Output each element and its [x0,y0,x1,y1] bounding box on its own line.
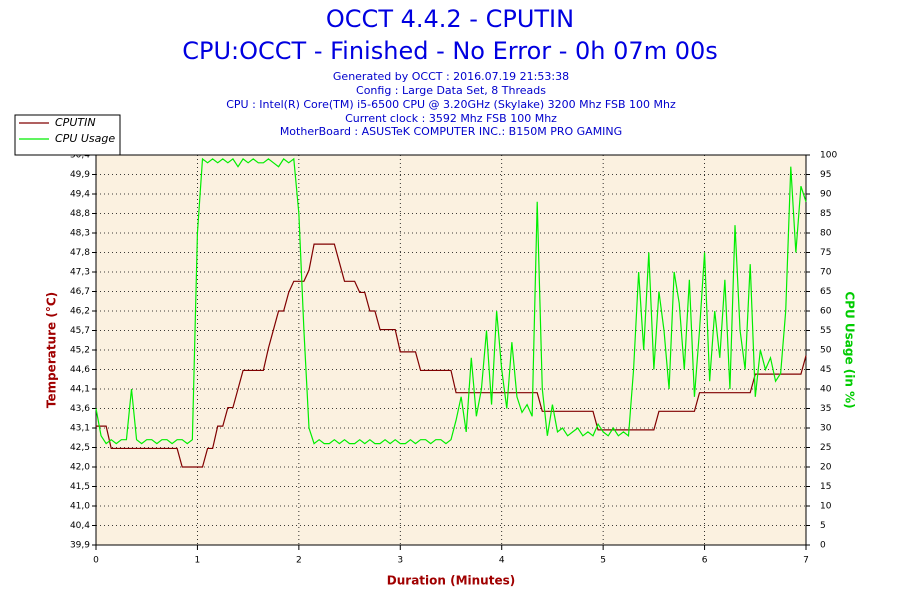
info-line: CPU : Intel(R) Core(TM) i5-6500 CPU @ 3.… [226,98,676,111]
y-tick-label: 40,4 [70,521,90,531]
info-line: Generated by OCCT : 2016.07.19 21:53:38 [333,70,569,83]
x-tick-label: 2 [296,556,302,566]
y-tick-label: 46,2 [70,307,90,317]
y2-tick-label: 0 [820,541,826,551]
y2-tick-label: 85 [820,209,831,219]
y2-tick-label: 70 [820,268,832,278]
y2-tick-label: 30 [820,424,832,434]
y2-tick-label: 45 [820,365,831,375]
y-tick-label: 47,8 [70,248,90,258]
series-line [96,243,807,468]
y-tick-label: 45,2 [70,346,90,356]
y-tick-label: 49,4 [70,190,90,200]
y2-tick-label: 100 [820,151,837,161]
x-tick-label: 6 [702,556,708,566]
y-tick-label: 45,7 [70,326,90,336]
info-line: Current clock : 3592 Mhz FSB 100 Mhz [345,112,557,125]
y2-tick-label: 50 [820,346,832,356]
y-tick-label: 44,1 [70,385,90,395]
y-tick-label: 42,0 [70,463,90,473]
y2-tick-label: 15 [820,482,831,492]
info-line: Config : Large Data Set, 8 Threads [356,84,546,97]
y-axis-label: Temperature (°C) [45,292,59,408]
y-tick-label: 43,1 [70,424,90,434]
x-tick-label: 0 [93,556,99,566]
x-tick-label: 7 [803,556,809,566]
y2-tick-label: 20 [820,463,832,473]
y-tick-label: 49,9 [70,170,90,180]
y-tick-label: 42,5 [70,443,90,453]
plot-area [96,155,806,545]
y-tick-label: 48,3 [70,229,90,239]
y2-tick-label: 40 [820,385,832,395]
y-tick-label: 46,7 [70,287,90,297]
y2-tick-label: 60 [820,307,832,317]
info-line: MotherBoard : ASUSTeK COMPUTER INC.: B15… [280,125,622,138]
y-tick-label: 47,3 [70,268,90,278]
y-tick-label: 41,5 [70,482,90,492]
legend-label: CPUTIN [55,116,96,129]
y2-tick-label: 80 [820,229,832,239]
x-tick-label: 1 [195,556,201,566]
y2-tick-label: 90 [820,190,832,200]
y2-tick-label: 25 [820,443,831,453]
y2-tick-label: 95 [820,170,831,180]
chart-title: OCCT 4.4.2 - CPUTIN [326,5,574,33]
x-tick-label: 5 [600,556,606,566]
y-tick-label: 39,9 [70,541,90,551]
y-tick-label: 43,6 [70,404,90,414]
x-tick-label: 4 [499,556,505,566]
y2-tick-label: 5 [820,521,826,531]
x-tick-label: 3 [397,556,403,566]
plot-border [95,154,807,546]
y2-tick-label: 75 [820,248,831,258]
y2-axis-label: CPU Usage (in %) [843,291,857,408]
y-tick-label: 48,8 [70,209,90,219]
y2-tick-label: 10 [820,502,832,512]
series-line [95,157,807,445]
legend-label: CPU Usage [55,132,115,145]
y-tick-label: 41,0 [70,502,90,512]
x-axis-label: Duration (Minutes) [387,574,515,588]
y2-tick-label: 55 [820,326,831,336]
chart-subtitle: CPU:OCCT - Finished - No Error - 0h 07m … [182,37,718,65]
y-tick-label: 44,6 [70,365,90,375]
y2-tick-label: 65 [820,287,831,297]
legend-box [14,114,121,156]
y2-tick-label: 35 [820,404,831,414]
